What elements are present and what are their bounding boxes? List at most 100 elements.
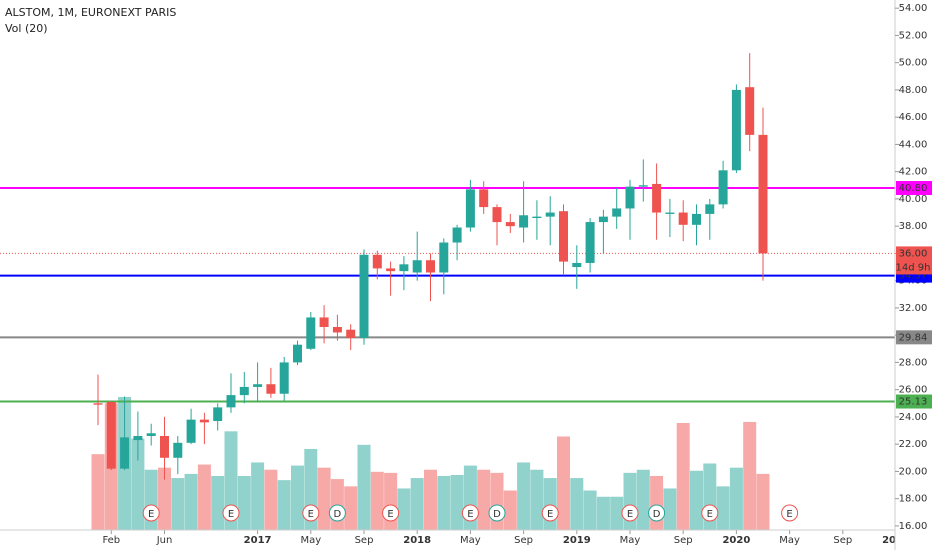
candle-body	[239, 386, 249, 396]
x-tick-label: Sep	[355, 535, 374, 546]
candle-body	[465, 189, 475, 228]
x-tick-label: 2019	[563, 535, 591, 546]
volume-bar	[251, 462, 265, 530]
volume-bar	[450, 474, 464, 530]
event-marker	[701, 504, 719, 522]
candle-body	[173, 442, 183, 458]
event-label: E	[786, 509, 792, 520]
event-marker	[222, 504, 240, 522]
candle-body	[532, 216, 542, 218]
volume-bar	[636, 469, 650, 530]
volume-bar	[344, 486, 358, 530]
volume-bar	[317, 467, 331, 530]
level-label: 34.37	[899, 271, 928, 282]
event-marker	[541, 504, 559, 522]
candle-body	[705, 204, 715, 214]
volume-bar	[756, 473, 770, 530]
volume-bar	[690, 470, 703, 530]
x-tick-label: May	[460, 535, 481, 546]
y-tick-label: 52.00	[899, 30, 928, 41]
event-label: E	[308, 509, 314, 520]
candle-body	[266, 384, 276, 394]
candle-body	[718, 170, 728, 205]
x-tick-label: May	[779, 535, 800, 546]
candle-body	[226, 395, 236, 408]
x-tick-label: Sep	[674, 535, 693, 546]
event-label: D	[493, 509, 501, 520]
candle-body	[572, 262, 582, 268]
x-tick-label: May	[300, 535, 321, 546]
volume-bar	[237, 475, 251, 530]
y-tick-label: 42.00	[899, 167, 928, 178]
y-tick-label: 54.00	[899, 3, 928, 14]
level-label-box	[896, 394, 932, 409]
candle-body	[519, 215, 529, 228]
candle-body	[505, 222, 515, 227]
x-tick-label: Jun	[156, 535, 173, 546]
volume-bar	[716, 486, 730, 530]
y-tick-label: 32.00	[899, 303, 928, 314]
candle-body	[585, 222, 595, 263]
candle-body	[160, 435, 169, 458]
volume-bar	[570, 478, 584, 530]
candle-body	[186, 419, 196, 443]
volume-bar	[676, 422, 690, 530]
event-marker	[142, 504, 160, 522]
volume-bar	[557, 436, 570, 530]
level-label: 29.84	[899, 332, 928, 343]
volume-bar	[437, 475, 451, 530]
volume-bar	[729, 467, 743, 530]
candle-body	[213, 407, 223, 422]
candle-body	[106, 401, 116, 469]
volume-bar	[264, 469, 278, 530]
volume-bar	[583, 490, 597, 530]
candle-body	[199, 419, 209, 423]
y-tick-label: 26.00	[899, 385, 928, 396]
volume-bar	[277, 480, 291, 530]
x-tick-label: Feb	[102, 535, 120, 546]
candle-body	[479, 189, 489, 208]
candle-body	[372, 254, 382, 269]
event-marker	[488, 504, 506, 522]
candle-body	[386, 268, 396, 272]
volume-bar	[663, 488, 677, 530]
candle-body	[559, 211, 568, 262]
x-tick-label: 2018	[403, 535, 431, 546]
volume-bar	[357, 444, 371, 530]
candle-body	[439, 242, 449, 273]
candle-body	[133, 435, 143, 441]
volume-bar	[370, 471, 384, 530]
volume-bar	[596, 496, 610, 530]
candle-body	[399, 264, 409, 272]
y-tick-label: 40.00	[899, 194, 928, 205]
volume-bar	[131, 438, 145, 530]
event-label: E	[467, 509, 473, 520]
candle-body	[625, 186, 635, 209]
event-label: E	[707, 509, 713, 520]
candle-body	[359, 254, 369, 338]
y-tick-label: 44.00	[899, 139, 928, 150]
volume-bar	[410, 478, 424, 530]
candle-body	[678, 212, 688, 225]
candle-body	[652, 183, 662, 213]
candle-body	[306, 317, 316, 349]
x-tick-label: 2017	[244, 535, 272, 546]
candle-body	[638, 185, 648, 187]
candle-body	[745, 87, 755, 135]
volume-bar	[743, 421, 757, 530]
y-tick-label: 38.00	[899, 221, 928, 232]
event-label: E	[148, 509, 154, 520]
event-label: D	[334, 509, 342, 520]
candle-body	[319, 317, 329, 327]
volume-bar	[530, 469, 544, 530]
volume-bar	[197, 464, 211, 530]
candle-body	[253, 384, 263, 387]
candle-body	[120, 437, 130, 469]
candle-body	[665, 212, 675, 214]
candle-body	[412, 260, 422, 273]
candle-body	[731, 89, 741, 171]
event-label: E	[228, 509, 234, 520]
event-marker	[328, 504, 346, 522]
candle-body	[426, 260, 435, 273]
